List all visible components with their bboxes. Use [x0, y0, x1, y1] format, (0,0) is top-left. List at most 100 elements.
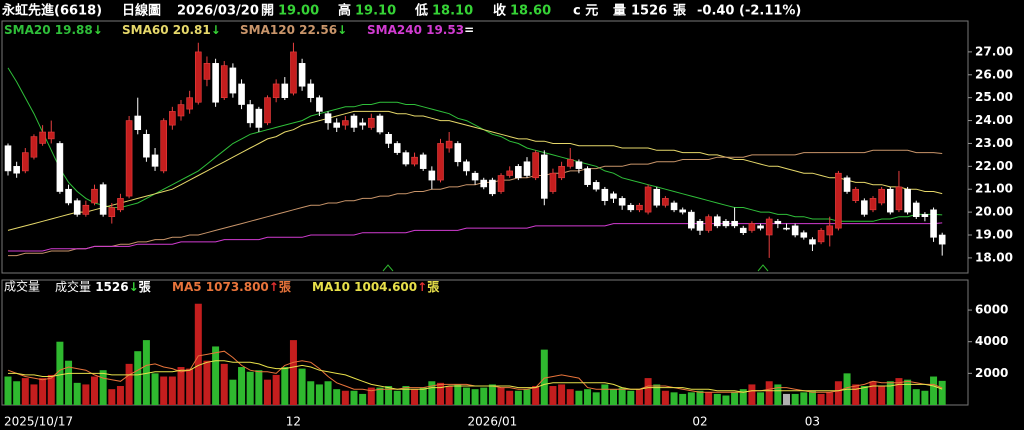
volume-bar	[834, 381, 842, 405]
volume-bar	[437, 382, 444, 405]
volume-bar	[575, 390, 583, 405]
candle-body	[385, 133, 392, 144]
volume-bar	[532, 386, 540, 405]
volume-bar	[73, 382, 81, 405]
volume-legend: 成交量 成交量 1526↓張 MA5 1073.800↑張 MA10 1004.…	[4, 279, 440, 294]
candle-body	[177, 104, 185, 117]
volume-bar	[488, 384, 496, 405]
candle-body	[757, 225, 764, 229]
volume-bar	[540, 349, 548, 405]
volume-bar	[229, 379, 237, 405]
volume-bar	[757, 392, 765, 405]
legend-trend: ↓	[129, 280, 139, 294]
volume-value: 1526	[631, 4, 667, 19]
volume-bar	[566, 389, 574, 405]
candle-body	[912, 202, 920, 217]
volume-bar	[264, 379, 271, 405]
legend-entry: SMA20 19.88↓	[4, 23, 103, 37]
volume-bar	[99, 370, 107, 405]
volume-bar	[938, 380, 946, 405]
candle-body	[56, 143, 64, 192]
candle-body	[558, 166, 565, 179]
candle-body	[601, 188, 609, 201]
y-tick-label: 6000	[975, 303, 1008, 317]
volume-bar	[315, 384, 323, 405]
candle-body	[195, 51, 202, 103]
candle-body	[722, 220, 730, 227]
header: 永虹先進(6618) 日線圖 2026/03/20 開 19.00 高 19.1…	[1, 3, 801, 19]
volume-bar	[341, 390, 349, 405]
candle-body	[765, 218, 773, 236]
legend-value: 1526	[95, 280, 128, 294]
candle-body	[627, 204, 635, 211]
volume-bar	[142, 340, 150, 405]
candle-body	[791, 225, 799, 236]
volume-bar	[428, 381, 436, 405]
candle-body	[229, 67, 237, 94]
legend-name: SMA240	[367, 23, 422, 37]
volume-bar	[739, 389, 747, 405]
candle-body	[662, 198, 669, 206]
volume-bar	[367, 387, 375, 405]
legend-unit: 張	[139, 280, 152, 294]
candle-body	[480, 179, 488, 188]
y-tick-label: 20.00	[975, 205, 1013, 219]
y-tick-label: 22.00	[975, 159, 1013, 173]
volume-bar	[13, 381, 21, 405]
y-tick-label: 21.00	[975, 182, 1013, 196]
candle-body	[255, 108, 263, 128]
candle-body	[376, 115, 384, 133]
volume-bar	[748, 384, 756, 405]
volume-bar	[272, 374, 280, 405]
candle-body	[39, 131, 46, 144]
candle-body	[921, 214, 929, 217]
candle-body	[186, 97, 193, 110]
legend-name: SMA20	[4, 23, 51, 37]
volume-title: 成交量	[4, 279, 40, 294]
legend-value: 19.53	[426, 23, 464, 37]
legend-entry: MA10 1004.600↑張	[312, 280, 440, 294]
legend-name: MA10	[312, 280, 350, 294]
candle-body	[290, 51, 297, 94]
candle-body	[783, 227, 790, 230]
volume-bar	[39, 378, 47, 405]
volume-bar	[644, 378, 652, 405]
quote-label: 開	[261, 4, 274, 19]
legend-entry: 成交量 1526↓張	[55, 279, 152, 294]
volume-bar	[679, 393, 687, 405]
candle-body	[359, 122, 366, 126]
volume-bar	[696, 390, 704, 405]
quote-value: 18.60	[510, 4, 551, 19]
legend-unit: 張	[279, 280, 292, 294]
volume-bar	[627, 390, 635, 405]
candle-body	[151, 154, 159, 167]
volume-bar	[82, 384, 90, 405]
candle-body	[82, 204, 90, 215]
legend-trend: =	[464, 23, 474, 37]
quote-label: 高	[338, 3, 351, 19]
volume-bar	[445, 386, 453, 405]
candle-body	[143, 133, 150, 158]
change: -0.40 (-2.11%)	[697, 4, 801, 19]
legend-entry: SMA120 22.56↓	[240, 23, 347, 37]
volume-bar	[592, 392, 600, 405]
volume-bar	[895, 378, 903, 405]
candle-body	[610, 193, 617, 199]
volume-bar	[21, 378, 29, 405]
volume-bar	[584, 389, 592, 405]
x-tick-label: 2025/10/17	[4, 415, 73, 429]
volume-bar	[869, 381, 877, 405]
volume-bar	[255, 370, 263, 405]
volume-bar	[56, 341, 64, 405]
candle-body	[679, 209, 687, 213]
volume-label: 量	[613, 4, 626, 19]
candle-body	[515, 166, 522, 179]
quote-value: 19.10	[355, 4, 396, 19]
volume-bar	[774, 384, 782, 405]
stock-name: 永虹先進(6618)	[1, 3, 102, 19]
volume-bar	[808, 390, 816, 405]
volume-bar	[852, 384, 860, 405]
event-marker	[757, 264, 769, 272]
x-tick-label: 03	[805, 415, 820, 429]
candle-body	[264, 97, 271, 124]
